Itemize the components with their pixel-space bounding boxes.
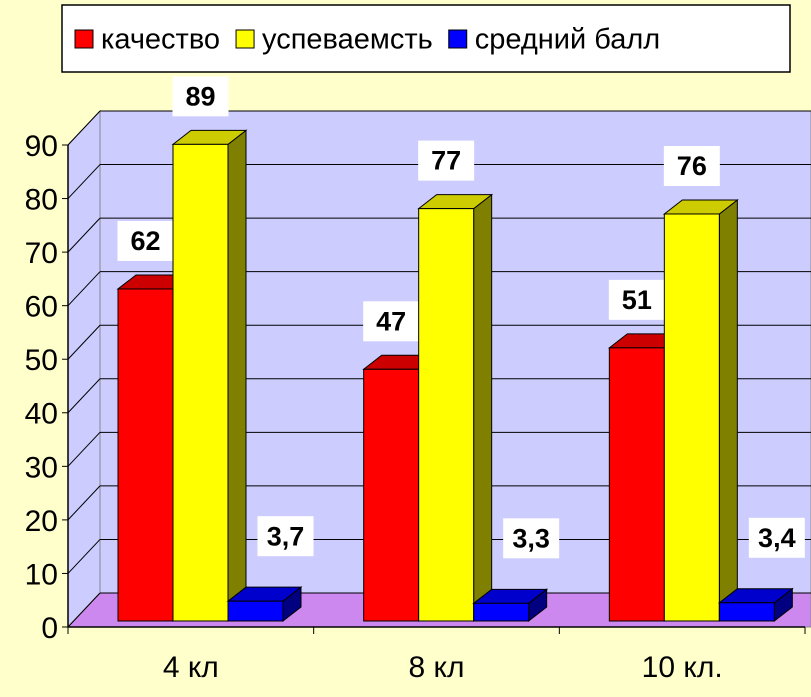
y-tick-label: 80	[25, 183, 58, 216]
value-label-box	[363, 301, 420, 342]
legend-swatch	[235, 29, 255, 49]
legend-label: качество	[101, 24, 220, 56]
value-label-group: 3,4	[748, 517, 805, 558]
y-tick-label: 90	[25, 130, 58, 163]
grid-line	[67, 110, 101, 146]
y-tick-label: 40	[25, 398, 58, 431]
y-tick-label: 0	[41, 612, 58, 645]
value-label-box	[172, 76, 229, 117]
y-tick-label: 70	[25, 237, 58, 270]
grid-line	[67, 378, 101, 414]
value-label: 3,4	[758, 523, 796, 553]
y-tick-label: 10	[25, 558, 58, 591]
value-label-box	[257, 516, 314, 557]
x-tick-label: 4 кл	[163, 651, 219, 684]
bar	[227, 600, 284, 622]
bar-side	[227, 129, 247, 623]
value-label: 89	[185, 81, 215, 111]
grid-line	[67, 217, 101, 253]
value-label-group: 89	[172, 76, 229, 117]
grid-line	[67, 271, 101, 307]
grid-line	[67, 592, 101, 628]
value-label-group: 76	[663, 145, 720, 186]
bar	[418, 208, 475, 622]
value-label: 62	[130, 226, 160, 256]
value-label: 76	[677, 151, 707, 181]
bar-side	[473, 193, 493, 623]
grid-line	[67, 485, 101, 521]
value-label-box	[503, 518, 560, 559]
y-tick-label: 60	[25, 291, 58, 324]
value-label-group: 3,3	[503, 518, 560, 559]
y-tick-label: 50	[25, 344, 58, 377]
grid-line	[67, 324, 101, 360]
value-label-group: 62	[117, 220, 174, 261]
value-label-group: 51	[608, 279, 665, 320]
legend-label: успеваемсть	[262, 24, 433, 56]
value-label-box	[608, 279, 665, 320]
bar	[363, 368, 420, 622]
legend-swatch	[74, 29, 94, 49]
x-tick-label: 8 кл	[409, 651, 465, 684]
legend-box	[61, 4, 791, 73]
y-tick-label: 30	[25, 451, 58, 484]
bar	[172, 143, 229, 622]
side-wall	[67, 109, 101, 629]
grid-line	[67, 164, 101, 199]
y-tick-label: 20	[25, 505, 58, 538]
value-label-box	[418, 140, 475, 181]
bar-side	[718, 198, 738, 623]
value-label: 77	[431, 146, 461, 176]
value-label-box	[117, 220, 174, 261]
value-label: 47	[376, 306, 406, 336]
legend-label: средний балл	[475, 24, 660, 56]
value-label-box	[748, 517, 805, 558]
grid-line	[67, 431, 101, 467]
value-label: 51	[622, 285, 652, 315]
bar	[117, 288, 174, 622]
grid-line	[67, 539, 101, 574]
value-label: 3,3	[512, 523, 550, 553]
value-label: 3,7	[267, 521, 305, 551]
x-tick-label: 10 кл.	[642, 651, 723, 684]
value-label-group: 3,7	[257, 516, 314, 557]
value-label-group: 77	[418, 140, 475, 181]
bar	[608, 347, 665, 622]
legend-swatch	[448, 29, 468, 49]
bar	[718, 602, 775, 622]
value-label-box	[663, 145, 720, 186]
value-label-group: 47	[363, 301, 420, 342]
bar	[473, 602, 530, 622]
bar	[663, 213, 720, 622]
